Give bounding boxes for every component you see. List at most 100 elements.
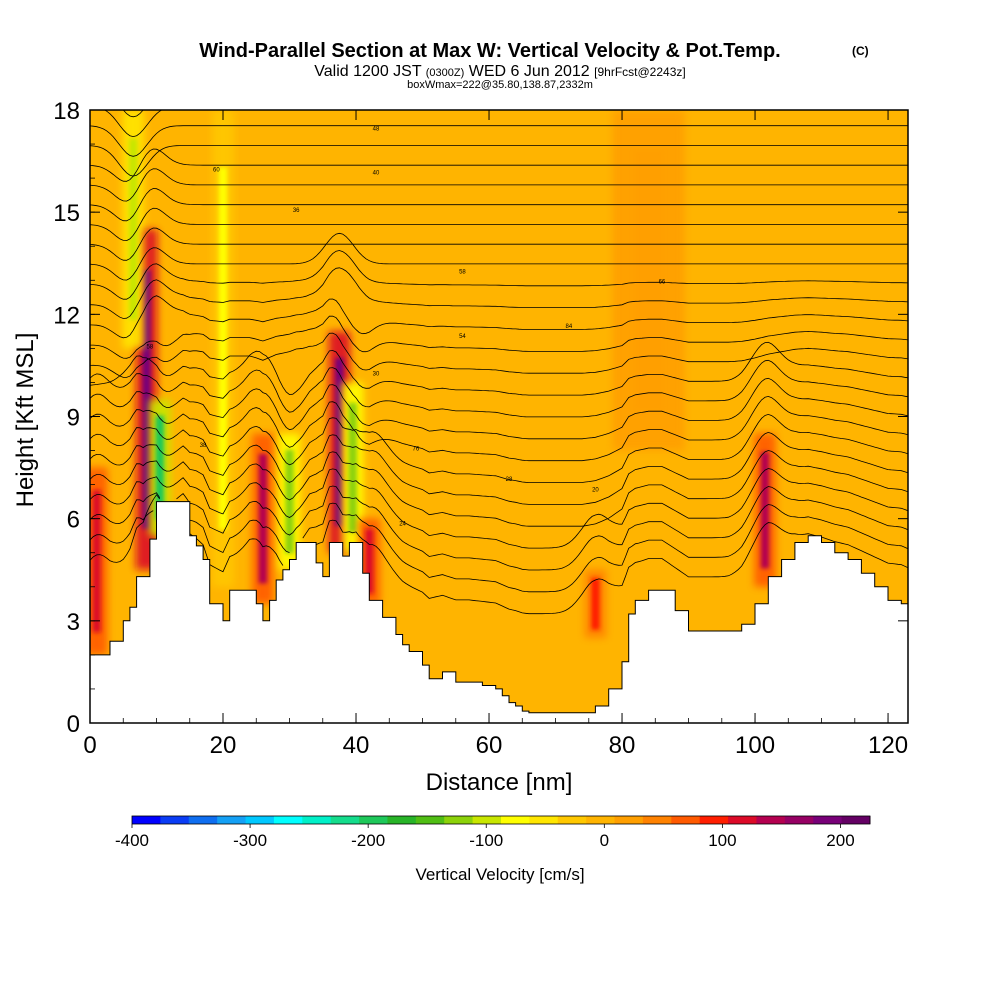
colorbar-swatch [841,816,871,824]
y-tick-label: 12 [53,302,80,329]
colorbar-tick-label: -400 [115,831,149,850]
theta-contour-line [90,188,908,222]
theta-contour-line [90,332,908,378]
colorbar-swatch [472,816,502,824]
colorbar-label: Vertical Velocity [cm/s] [415,865,584,884]
chart-title: Wind-Parallel Section at Max W: Vertical… [199,40,780,62]
theta-contour-line [90,295,908,339]
colorbar-swatch [699,816,729,824]
theta-contour-line [90,395,908,462]
valid-time-prefix: Valid 1200 JST [314,63,422,80]
colorbar-swatch [671,816,701,824]
colorbar-swatch [529,816,559,824]
valid-time-utc: (0300Z) [426,67,465,79]
colorbar-tick-label: -100 [469,831,503,850]
contour-label: 58 [147,344,154,350]
theta-contour-line [90,431,908,505]
x-tick-label: 40 [343,732,370,759]
y-tick-label: 18 [53,98,80,125]
boxwmax-line: boxWmax=222@35.80,138.87,2332m [407,79,593,91]
y-tick-label: 15 [53,200,80,227]
colorbar-swatch [444,816,474,824]
y-tick-label: 9 [67,405,80,432]
colorbar-swatch [302,816,332,824]
velocity-core [142,270,151,529]
velocity-field [90,110,776,655]
contour-label: 24 [399,521,406,527]
x-tick-label: 20 [210,732,237,759]
contour-label: 40 [373,171,380,177]
velocity-core [285,449,294,554]
colorbar-swatch [614,816,644,824]
colorbar-swatch [586,816,616,824]
velocity-core [155,415,165,520]
colorbar-swatch [501,816,530,824]
theta-contour-line [90,232,908,281]
velocity-core [591,577,600,630]
x-tick-label: 120 [868,732,908,759]
theta-contour-line [90,502,908,593]
y-axis-label: Height [Kft MSL] [12,333,39,508]
x-tick-label: 0 [83,732,96,759]
theta-contour-line [90,468,908,549]
valid-time-line: Valid 1200 JST (0300Z) WED 6 Jun 2012 [9… [314,63,685,80]
colorbar [131,815,871,825]
colorbar-swatch [273,816,303,824]
contour-label: 66 [659,280,666,286]
velocity-core [258,453,268,584]
theta-contour-line [90,168,908,202]
contour-labels: 48 40 60 36 58 66 54 58 84 30 76 38 28 24 20 [147,126,666,527]
theta-contour-line [90,341,908,396]
colorbar-swatch [188,816,218,824]
theta-contour-line [90,359,908,418]
colorbar-tick-label: -300 [233,831,267,850]
y-tick-label: 0 [67,711,80,738]
contour-label: 36 [293,208,300,214]
theta-contour-line [90,450,908,527]
colorbar-swatch [132,816,161,824]
colorbar-swatch [245,816,275,824]
theta-contour-line [90,148,908,182]
colorbar-swatch [784,816,814,824]
contour-label: 30 [373,372,380,378]
colorbar-frame [131,815,871,825]
contour-label: 76 [413,447,420,453]
contour-label: 28 [506,477,513,483]
x-axis: 0 20 40 60 80 100 120 [83,110,908,759]
theta-contour-line [90,207,908,242]
velocity-core [760,451,770,569]
theta-contour-line [90,413,908,483]
velocity-core [365,528,374,594]
colorbar-swatch [160,816,190,824]
y-tick-label: 6 [67,507,80,534]
velocity-core [335,357,344,527]
velocity-core [92,490,101,633]
colorbar-swatch [728,816,757,824]
theta-contour-line [90,250,908,300]
contour-label: 60 [213,167,220,173]
plot-area: 48 40 60 36 58 66 54 58 84 30 76 38 28 24 20 [90,110,908,723]
theta-contour-line [90,494,908,615]
contour-label: 48 [373,126,380,132]
colorbar-swatch [557,816,587,824]
colorbar-tick-label: -200 [351,831,385,850]
velocity-core [218,167,228,530]
velocity-core [634,150,663,410]
colorbar-ticks: -400 -300 -200 -100 0 100 200 [115,824,855,850]
colorbar-swatch [217,816,247,824]
theta-contour-line [90,377,908,440]
velocity-core [348,402,357,533]
colorbar-swatch [756,816,786,824]
colorbar-swatch [642,816,672,824]
x-tick-label: 100 [735,732,775,759]
colorbar-tick-label: 200 [826,831,854,850]
terrain-mask [90,501,908,723]
y-tick-label: 3 [67,609,80,636]
copyright-mark: (C) [852,44,869,58]
colorbar-swatch [330,816,360,824]
theta-contour-line [90,227,908,261]
x-tick-label: 80 [609,732,636,759]
colorbar-tick-label: 0 [600,831,609,850]
contour-label: 38 [200,443,207,449]
